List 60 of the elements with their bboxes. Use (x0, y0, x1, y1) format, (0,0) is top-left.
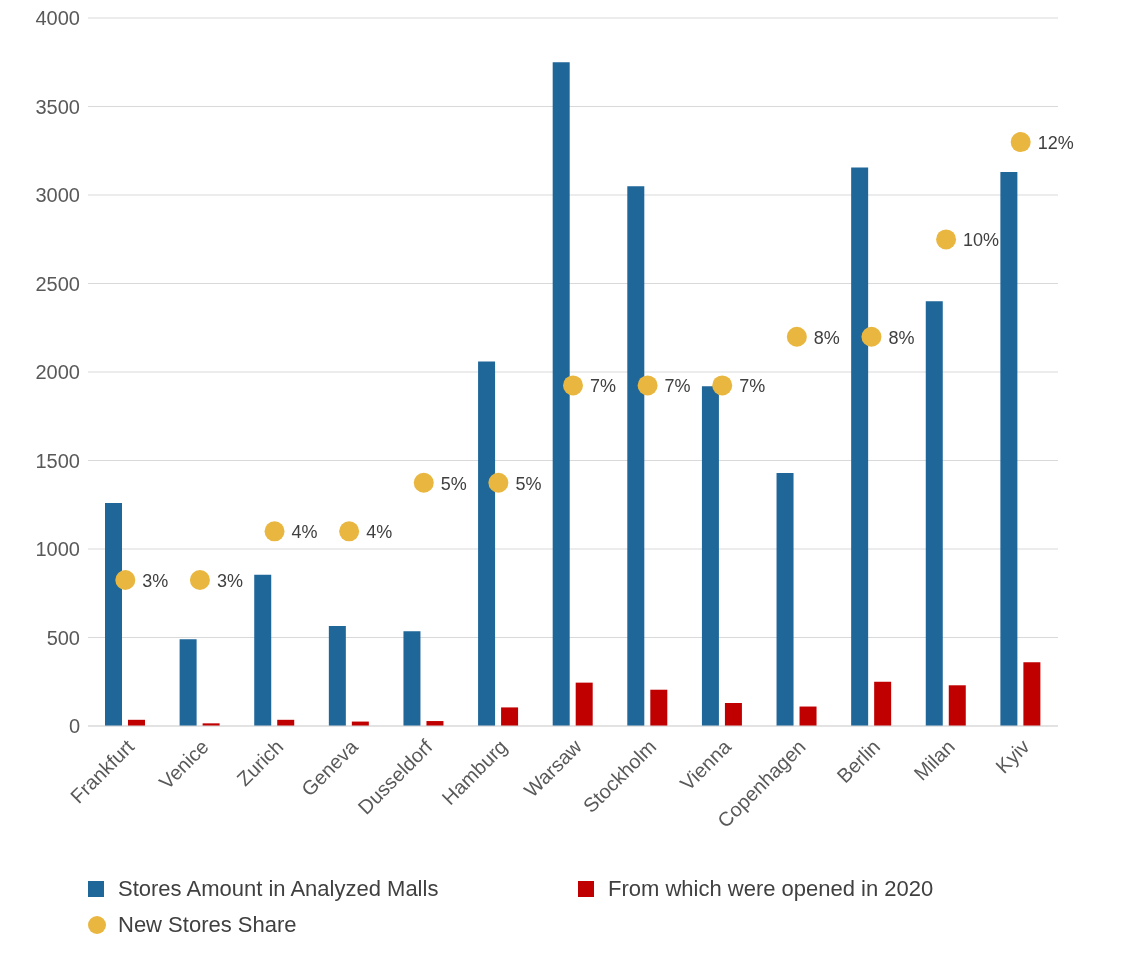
bar (501, 707, 519, 726)
data-label: 5% (515, 473, 542, 494)
point (264, 521, 285, 542)
legend-label: From which were opened in 2020 (608, 876, 934, 902)
bar (701, 386, 719, 726)
point (488, 472, 509, 493)
bar (1023, 662, 1041, 726)
bar (851, 167, 869, 726)
point (786, 326, 807, 347)
data-label: 5% (440, 473, 467, 494)
bar (328, 626, 346, 726)
legend-label: New Stores Share (118, 912, 297, 938)
bar (799, 706, 817, 726)
y-tick-label: 2000 (35, 361, 80, 384)
y-tick-label: 500 (46, 626, 80, 649)
data-label: 4% (291, 522, 318, 543)
data-label: 3% (142, 571, 169, 592)
point (712, 375, 733, 396)
data-label: 8% (888, 327, 915, 348)
bar (105, 502, 122, 726)
bar (948, 685, 966, 726)
bar (925, 301, 943, 726)
point (563, 375, 583, 396)
legend-label: Stores Amount in Analyzed Malls (118, 876, 439, 902)
bar (724, 702, 742, 726)
point (861, 326, 882, 347)
bar (627, 186, 645, 726)
point (115, 570, 136, 591)
bar (650, 689, 668, 726)
bar (403, 631, 421, 726)
bar (179, 639, 197, 726)
y-tick-label: 0 (68, 715, 80, 738)
bar (478, 361, 496, 726)
bar (254, 574, 272, 726)
point (413, 472, 434, 493)
bar (874, 681, 892, 726)
y-tick-label: 2500 (35, 272, 80, 295)
point (339, 521, 360, 542)
bar (776, 472, 794, 726)
data-label: 7% (664, 376, 691, 397)
data-label: 10% (963, 230, 1000, 251)
y-tick-label: 4000 (35, 7, 80, 30)
point (936, 229, 957, 250)
bar (1000, 171, 1018, 726)
data-label: 3% (216, 571, 243, 592)
data-label: 7% (739, 376, 766, 397)
data-label: 12% (1037, 133, 1074, 154)
y-tick-label: 1000 (35, 538, 80, 561)
y-tick-label: 3000 (35, 184, 80, 207)
data-label: 8% (813, 327, 840, 348)
point (189, 570, 210, 591)
point (637, 375, 658, 396)
y-tick-label: 3500 (35, 95, 80, 118)
point (1010, 132, 1031, 153)
x-tick-label: Kyiv (991, 735, 1034, 778)
y-tick-label: 1500 (35, 449, 80, 472)
bar (575, 682, 593, 726)
bar (552, 62, 570, 726)
data-label: 4% (366, 522, 393, 543)
data-label: 7% (590, 376, 617, 397)
